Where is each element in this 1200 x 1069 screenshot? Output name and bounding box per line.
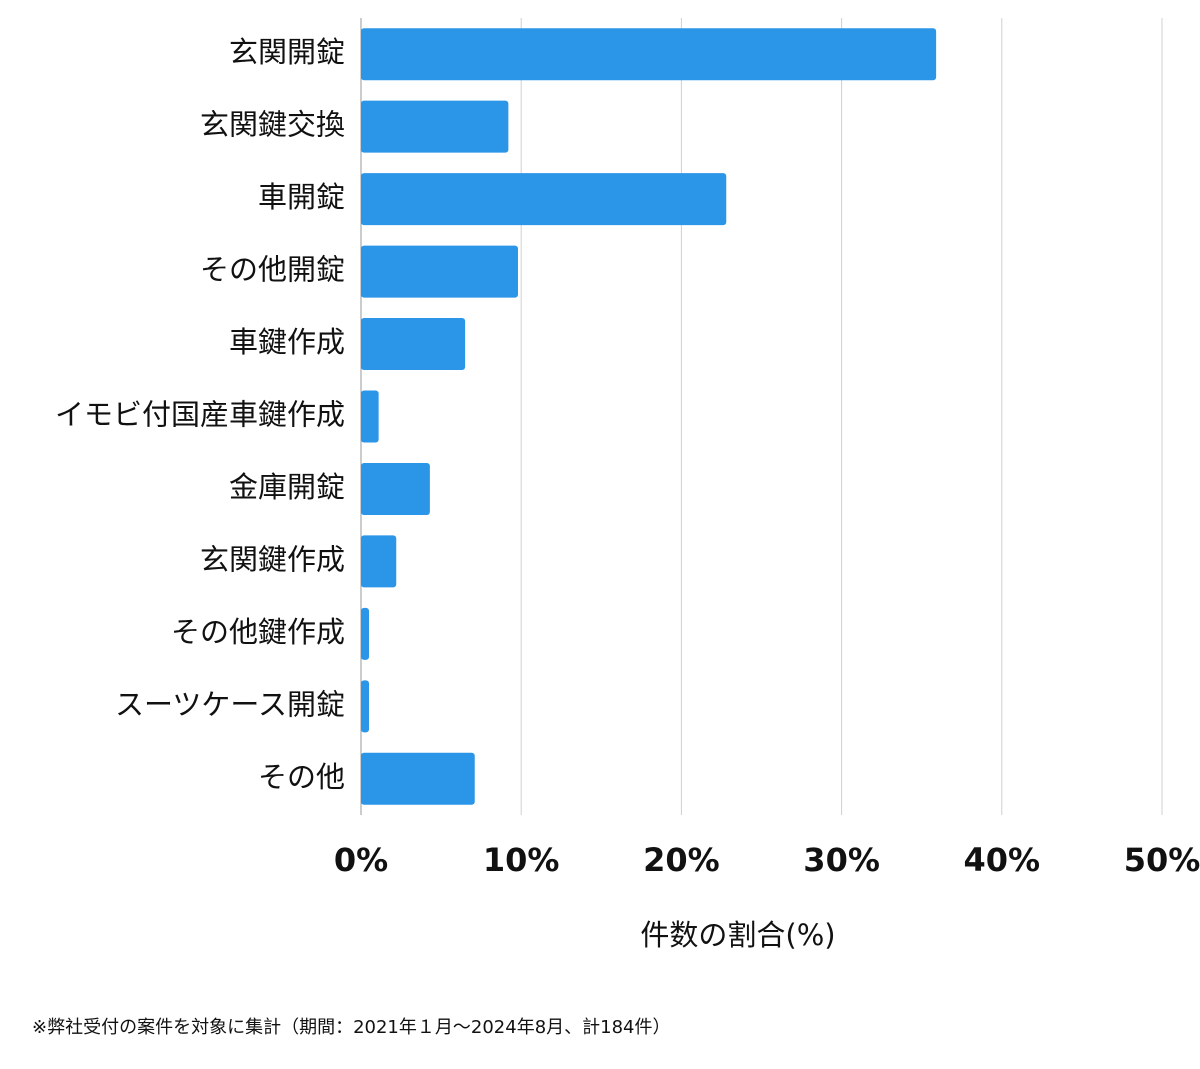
y-tick-label: イモビ付国産車鍵作成 [55, 398, 345, 432]
y-tick-label: 玄関鍵作成 [200, 542, 345, 576]
bar [361, 28, 937, 81]
bar [361, 462, 430, 515]
bar [361, 390, 379, 443]
y-tick-label: その他開錠 [200, 253, 345, 287]
bar [361, 752, 475, 805]
footnote: ※弊社受付の案件を対象に集計（期間：2021年１月〜2024年8月、計184件） [32, 1017, 671, 1038]
y-tick-label: 車鍵作成 [229, 325, 345, 359]
y-tick-label: 車開錠 [258, 180, 345, 214]
x-tick-label: 40% [964, 841, 1041, 879]
bar [361, 535, 397, 588]
y-tick-label: その他鍵作成 [171, 615, 345, 649]
y-tick-label: スーツケース開錠 [115, 687, 345, 721]
x-tick-label: 0% [334, 841, 388, 879]
y-tick-label: 玄関鍵交換 [200, 108, 345, 142]
bar [361, 607, 370, 660]
bar [361, 680, 370, 733]
bar [361, 245, 518, 298]
y-tick-label: その他 [258, 760, 345, 794]
x-tick-label: 10% [483, 841, 560, 879]
x-tick-label: 50% [1124, 841, 1200, 879]
bar [361, 318, 466, 371]
y-tick-label: 金庫開錠 [229, 470, 345, 504]
bar [361, 100, 509, 153]
x-tick-label: 20% [643, 841, 720, 879]
y-tick-label: 玄関開錠 [229, 35, 345, 69]
x-tick-label: 30% [803, 841, 880, 879]
bar [361, 173, 727, 226]
x-axis-title: 件数の割合(%) [640, 918, 835, 952]
